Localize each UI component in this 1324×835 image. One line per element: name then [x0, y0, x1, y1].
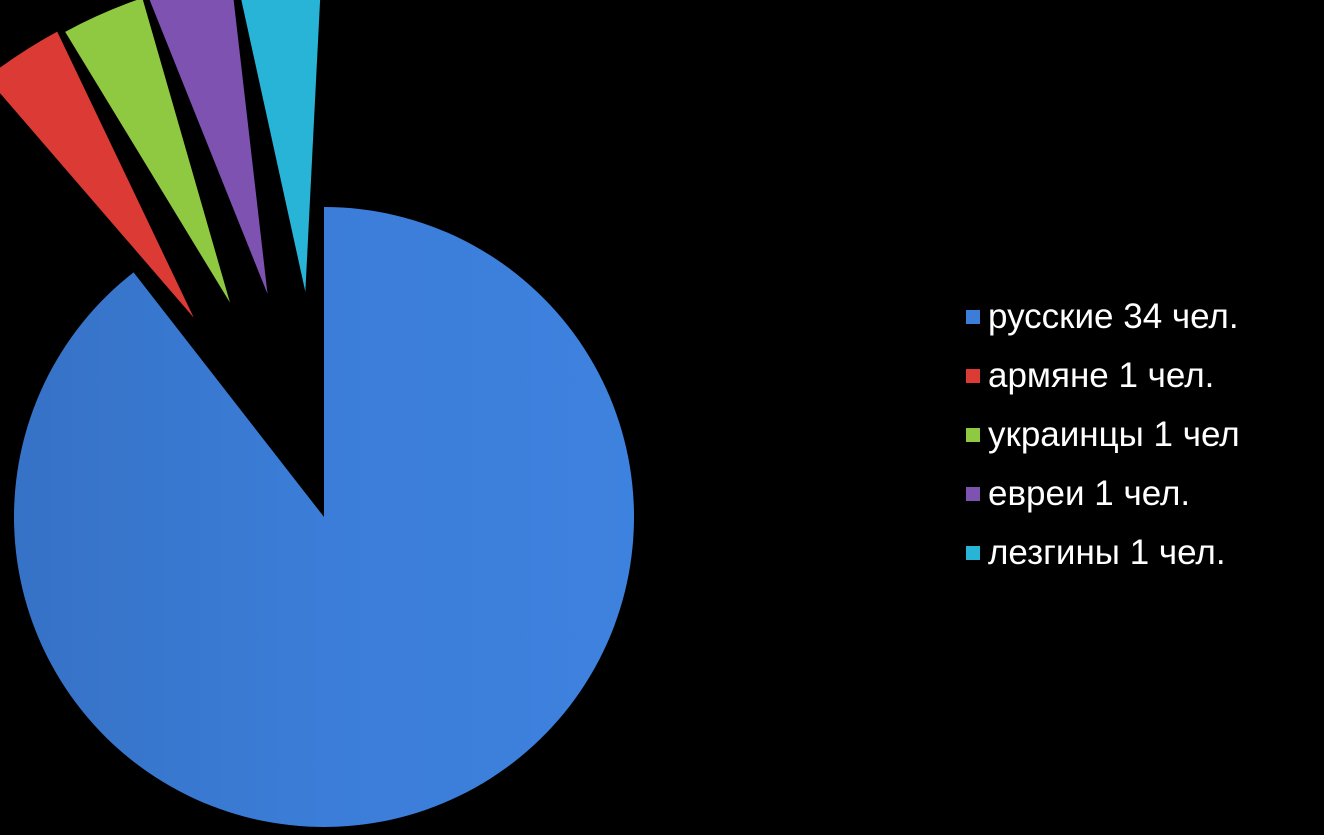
pie-slice-jews [149, 0, 268, 295]
legend-item-lezgins: лезгины 1 чел. [966, 523, 1240, 582]
legend-item-russians: русские 34 чел. [966, 287, 1240, 346]
legend-item-jews: евреи 1 чел. [966, 464, 1240, 523]
legend-item-armenians: армяне 1 чел. [966, 346, 1240, 405]
legend-label-russians: русские 34 чел. [988, 297, 1239, 336]
legend-swatch-ukrainians [966, 427, 980, 442]
legend-item-ukrainians: украинцы 1 чел [966, 405, 1240, 464]
legend-swatch-lezgins [966, 545, 980, 560]
legend-swatch-jews [966, 486, 980, 501]
legend-label-lezgins: лезгины 1 чел. [988, 533, 1226, 572]
legend-label-armenians: армяне 1 чел. [988, 356, 1215, 395]
legend-label-jews: евреи 1 чел. [988, 474, 1191, 513]
pie-slice-ukrainians [65, 0, 230, 303]
legend-swatch-russians [966, 309, 980, 324]
legend-label-ukrainians: украинцы 1 чел [988, 415, 1240, 454]
legend: русские 34 чел. армяне 1 чел. украинцы 1… [966, 287, 1240, 582]
pie-slice-russians [13, 207, 634, 828]
pie-slice-armenians [0, 31, 194, 318]
pie-slice-lezgins [241, 0, 321, 292]
legend-swatch-armenians [966, 368, 980, 383]
